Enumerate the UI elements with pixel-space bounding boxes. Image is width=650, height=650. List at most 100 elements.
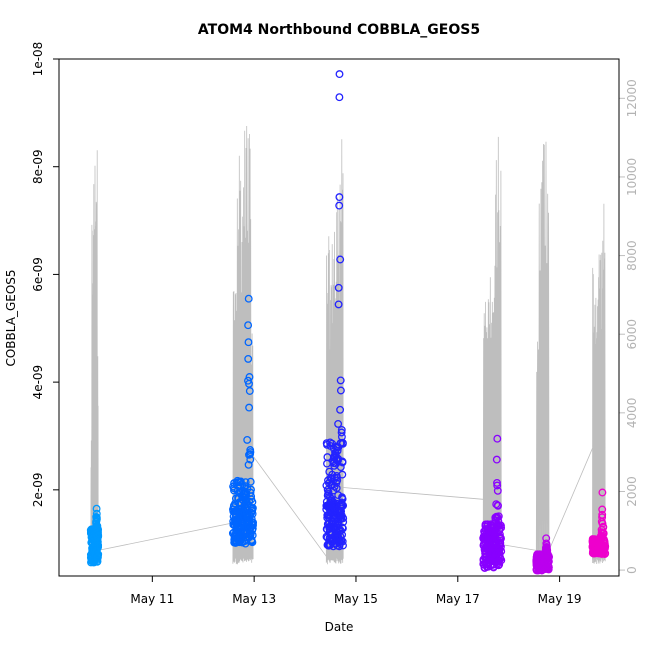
- data-point: [338, 439, 347, 448]
- data-point: [494, 512, 503, 521]
- data-point: [334, 283, 343, 292]
- data-point: [336, 405, 345, 414]
- data-point: [94, 532, 103, 541]
- data-point: [247, 492, 256, 501]
- data-point: [598, 519, 607, 528]
- data-point: [93, 553, 102, 562]
- data-point: [544, 563, 553, 572]
- data-point: [598, 505, 607, 514]
- altitude-profile-flight-6: [592, 203, 606, 565]
- data-point: [496, 538, 505, 547]
- data-point: [236, 478, 245, 487]
- points-layer: [86, 70, 610, 575]
- data-point: [92, 509, 101, 518]
- data-point: [92, 504, 101, 513]
- x-tick-label: May 15: [334, 592, 378, 606]
- data-point: [333, 446, 342, 455]
- data-point: [246, 477, 255, 486]
- altitude-profile-flight-1: [90, 150, 99, 564]
- plot-frame: [58, 58, 620, 577]
- data-point: [244, 338, 253, 347]
- data-point: [94, 528, 102, 537]
- data-point: [598, 510, 607, 519]
- data-point: [333, 476, 342, 485]
- data-point: [497, 534, 505, 543]
- series-flight-2: [228, 294, 258, 548]
- data-point: [493, 486, 502, 495]
- y-tick-label: 2e-09: [31, 473, 45, 508]
- data-point: [248, 504, 257, 512]
- data-point: [493, 513, 502, 522]
- y2-tick-label: 4000: [625, 398, 639, 429]
- data-point: [244, 460, 253, 469]
- series-flight-6: [588, 488, 610, 558]
- y2-tick-label: 2000: [625, 476, 639, 507]
- x-axis-label: Date: [325, 620, 354, 634]
- data-point: [338, 470, 347, 479]
- data-point: [334, 419, 343, 428]
- chart-title: ATOM4 Northbound COBBLA_GEOS5: [198, 22, 480, 38]
- series-flight-4: [479, 434, 506, 572]
- altitude-profile-flight-5: [535, 141, 550, 565]
- data-point: [545, 552, 553, 561]
- data-point: [334, 300, 343, 309]
- altitude-profile-flight-4: [482, 136, 502, 565]
- data-point: [598, 488, 607, 497]
- data-point: [339, 514, 348, 523]
- x-tick-label: May 13: [232, 592, 276, 606]
- data-point: [494, 501, 502, 510]
- data-point: [245, 373, 254, 381]
- x-tick-label: May 17: [436, 592, 480, 606]
- data-point: [336, 376, 345, 385]
- data-point: [246, 448, 255, 457]
- series-flight-5: [532, 534, 553, 575]
- y-tick-label: 4e-09: [31, 365, 45, 400]
- data-point: [495, 525, 504, 534]
- data-point: [338, 537, 347, 546]
- data-point: [496, 542, 505, 551]
- data-point: [339, 541, 347, 550]
- data-point: [339, 518, 348, 526]
- altitude-layer: [90, 125, 606, 565]
- data-point: [332, 484, 341, 493]
- data-point: [244, 321, 253, 330]
- data-point: [336, 386, 345, 395]
- y2-tick-label: 10000: [625, 158, 639, 196]
- data-point: [335, 70, 344, 79]
- data-point: [497, 547, 506, 556]
- data-point: [244, 354, 253, 363]
- data-point: [336, 532, 345, 541]
- data-point: [246, 455, 255, 464]
- y2-tick-label: 0: [625, 566, 639, 574]
- data-point: [544, 557, 553, 566]
- data-point: [243, 435, 252, 444]
- y-axis-label: COBBLA_GEOS5: [4, 269, 18, 366]
- y2-tick-label: 8000: [625, 240, 639, 271]
- y-tick-label: 1e-08: [31, 42, 45, 77]
- data-point: [601, 549, 610, 558]
- altitude-profile-flight-2: [232, 125, 254, 565]
- data-point: [493, 434, 502, 443]
- x-tick-label: May 11: [130, 592, 174, 606]
- data-point: [335, 193, 344, 202]
- data-point: [236, 477, 245, 486]
- data-point: [249, 518, 258, 527]
- y-tick-label: 8e-09: [31, 149, 45, 184]
- data-point: [497, 556, 506, 565]
- series-flight-3: [322, 70, 348, 551]
- data-point: [335, 93, 344, 102]
- altitude-profile-flight-3: [325, 139, 344, 565]
- data-point: [245, 403, 254, 412]
- data-point: [324, 488, 333, 496]
- data-point: [493, 481, 502, 490]
- data-point: [245, 387, 254, 395]
- data-point: [492, 500, 501, 509]
- data-point: [249, 521, 257, 530]
- series-flight-1: [86, 504, 103, 567]
- x-tick-label: May 19: [538, 592, 582, 606]
- data-point: [244, 294, 253, 303]
- data-point: [94, 550, 103, 559]
- data-point: [492, 455, 501, 464]
- data-point: [245, 497, 254, 506]
